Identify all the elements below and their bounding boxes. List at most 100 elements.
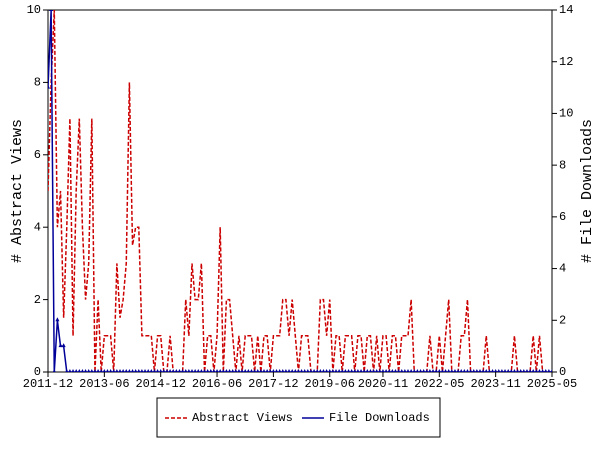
x-tick-label: 2022-05 (414, 377, 464, 391)
series-marker (212, 369, 216, 372)
series-marker (112, 369, 116, 372)
series-marker (525, 369, 529, 372)
series-marker (131, 369, 135, 372)
series-marker (90, 369, 94, 372)
series-marker (206, 369, 210, 372)
series-marker (312, 369, 316, 372)
series-marker (58, 343, 63, 348)
y-tick-label: 0 (34, 365, 41, 379)
y2-tick-label: 2 (559, 313, 566, 327)
series-marker (440, 369, 444, 372)
series-marker (55, 317, 60, 322)
series-marker (550, 369, 552, 372)
series-marker (187, 369, 191, 372)
series-marker (356, 369, 360, 372)
series-marker (228, 369, 232, 372)
series-marker (372, 369, 376, 372)
series-marker (403, 369, 407, 372)
series-marker (84, 369, 88, 372)
series-marker (359, 369, 363, 372)
series-marker (224, 369, 228, 372)
series-marker (80, 369, 84, 372)
series-marker (343, 369, 347, 372)
series-marker (165, 369, 169, 372)
series-marker (306, 369, 310, 372)
series-marker (190, 369, 194, 372)
series-marker (537, 369, 541, 372)
y2-tick-label: 6 (559, 210, 566, 224)
series-marker (118, 369, 122, 372)
series-marker (484, 369, 488, 372)
series-marker (303, 369, 307, 372)
series-marker (519, 369, 523, 372)
series-marker (309, 369, 313, 372)
series-marker (105, 369, 109, 372)
series-marker (48, 84, 50, 89)
series-marker (162, 369, 166, 372)
series-marker (265, 369, 269, 372)
series-marker (293, 369, 297, 372)
series-marker (137, 369, 141, 372)
series-marker (397, 369, 401, 372)
series-marker (296, 369, 300, 372)
series-marker (534, 369, 538, 372)
y2-tick-label: 10 (559, 107, 573, 121)
series-marker (544, 369, 548, 372)
x-tick-label: 2020-11 (358, 377, 408, 391)
series-marker (209, 369, 213, 372)
series-marker (472, 369, 476, 372)
series-marker (547, 369, 551, 372)
series-marker (215, 369, 219, 372)
series-marker (240, 369, 244, 372)
series-marker (503, 369, 507, 372)
series-marker (287, 369, 291, 372)
series-marker (353, 369, 357, 372)
series-marker (275, 369, 279, 372)
series-marker (221, 369, 225, 372)
y2-tick-label: 12 (559, 55, 573, 69)
legend-label: Abstract Views (192, 411, 293, 425)
series-marker (284, 369, 288, 372)
series-marker (262, 369, 266, 372)
series-marker (127, 369, 131, 372)
series-marker (437, 369, 441, 372)
series-marker (469, 369, 473, 372)
series-marker (271, 369, 275, 372)
series-marker (531, 369, 535, 372)
x-tick-label: 2019-06 (305, 377, 355, 391)
series-marker (512, 369, 516, 372)
y-tick-label: 6 (34, 148, 41, 162)
series-marker (378, 369, 382, 372)
series-marker (409, 369, 413, 372)
series-marker (347, 369, 351, 372)
series-marker (334, 369, 338, 372)
x-tick-label: 2025-05 (527, 377, 577, 391)
series-marker (146, 369, 150, 372)
series-marker (428, 369, 432, 372)
series-marker (456, 369, 460, 372)
series-marker (253, 369, 257, 372)
series-marker (278, 369, 282, 372)
series-marker (199, 369, 203, 372)
series-marker (231, 369, 235, 372)
x-tick-label: 2017-12 (248, 377, 298, 391)
series-marker (218, 369, 222, 372)
series-marker (412, 369, 416, 372)
series-marker (465, 369, 469, 372)
series-marker (450, 369, 454, 372)
series-marker (400, 369, 404, 372)
series-marker (121, 369, 125, 372)
series-marker (65, 369, 69, 372)
x-tick-label: 2011-12 (23, 377, 73, 391)
series-marker (321, 369, 325, 372)
series-marker (331, 369, 335, 372)
series-marker (384, 369, 388, 372)
series-marker (415, 369, 419, 372)
series-marker (177, 369, 181, 372)
series-marker (246, 369, 250, 372)
x-tick-label: 2016-06 (192, 377, 242, 391)
series-marker (509, 369, 513, 372)
series-marker (491, 369, 495, 372)
series-marker (434, 369, 438, 372)
series-marker (52, 369, 56, 372)
